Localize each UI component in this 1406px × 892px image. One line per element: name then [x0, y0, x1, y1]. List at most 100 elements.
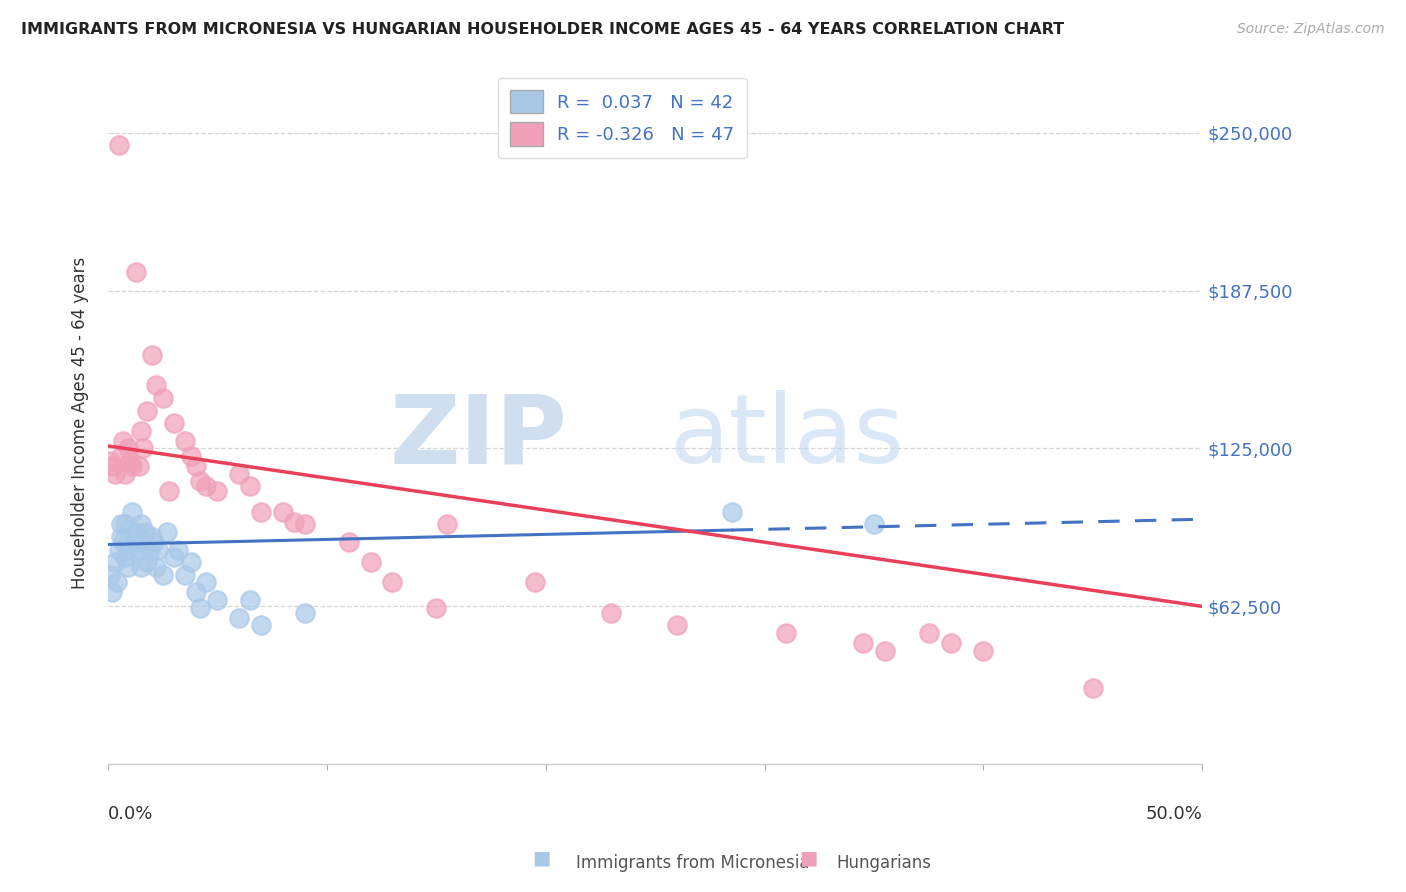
- Point: [136, 403, 159, 417]
- Point: [114, 467, 136, 481]
- Point: [523, 575, 546, 590]
- Point: [939, 636, 962, 650]
- Point: [136, 555, 159, 569]
- Point: [112, 535, 135, 549]
- Point: [360, 555, 382, 569]
- Text: 50.0%: 50.0%: [1146, 805, 1202, 823]
- Point: [250, 505, 273, 519]
- Text: Immigrants from Micronesia: Immigrants from Micronesia: [576, 855, 810, 872]
- Point: [112, 434, 135, 448]
- Point: [121, 505, 143, 519]
- Point: [207, 593, 229, 607]
- Point: [228, 467, 250, 481]
- Point: [152, 391, 174, 405]
- Point: [103, 555, 125, 569]
- Point: [600, 606, 623, 620]
- Point: [132, 535, 155, 549]
- Legend: R =  0.037   N = 42, R = -0.326   N = 47: R = 0.037 N = 42, R = -0.326 N = 47: [498, 78, 747, 158]
- Point: [167, 542, 190, 557]
- Point: [117, 560, 139, 574]
- Point: [863, 517, 886, 532]
- Point: [283, 515, 305, 529]
- Point: [145, 378, 167, 392]
- Point: [436, 517, 458, 532]
- Point: [239, 593, 262, 607]
- Point: [103, 467, 125, 481]
- Point: [180, 555, 202, 569]
- Text: atlas: atlas: [669, 391, 904, 483]
- Text: ZIP: ZIP: [389, 391, 568, 483]
- Point: [132, 442, 155, 456]
- Point: [142, 535, 165, 549]
- Point: [141, 530, 163, 544]
- Point: [128, 542, 150, 557]
- Text: 0.0%: 0.0%: [108, 805, 153, 823]
- Point: [184, 459, 207, 474]
- Point: [852, 636, 875, 650]
- Point: [180, 449, 202, 463]
- Point: [101, 585, 124, 599]
- Point: [720, 505, 742, 519]
- Point: [128, 459, 150, 474]
- Point: [134, 524, 156, 539]
- Point: [163, 416, 186, 430]
- Point: [114, 517, 136, 532]
- Point: [239, 479, 262, 493]
- Text: ■: ■: [531, 849, 551, 868]
- Text: ■: ■: [799, 849, 818, 868]
- Point: [129, 560, 152, 574]
- Point: [156, 524, 179, 539]
- Point: [101, 459, 124, 474]
- Point: [425, 600, 447, 615]
- Point: [110, 530, 132, 544]
- Point: [157, 484, 180, 499]
- Point: [163, 550, 186, 565]
- Point: [195, 479, 218, 493]
- Point: [207, 484, 229, 499]
- Point: [972, 643, 994, 657]
- Point: [188, 475, 211, 489]
- Point: [98, 567, 121, 582]
- Point: [381, 575, 404, 590]
- Point: [108, 138, 131, 153]
- Point: [118, 542, 141, 557]
- Point: [118, 454, 141, 468]
- Point: [121, 459, 143, 474]
- Point: [271, 505, 294, 519]
- Point: [173, 434, 195, 448]
- Point: [141, 348, 163, 362]
- Point: [114, 550, 136, 565]
- Point: [228, 611, 250, 625]
- Point: [250, 618, 273, 632]
- Point: [294, 606, 316, 620]
- Point: [129, 517, 152, 532]
- Point: [129, 424, 152, 438]
- Point: [138, 542, 160, 557]
- Point: [110, 449, 132, 463]
- Point: [337, 535, 360, 549]
- Point: [775, 626, 797, 640]
- Point: [152, 567, 174, 582]
- Text: Source: ZipAtlas.com: Source: ZipAtlas.com: [1237, 22, 1385, 37]
- Point: [873, 643, 896, 657]
- Point: [188, 600, 211, 615]
- Text: IMMIGRANTS FROM MICRONESIA VS HUNGARIAN HOUSEHOLDER INCOME AGES 45 - 64 YEARS CO: IMMIGRANTS FROM MICRONESIA VS HUNGARIAN …: [21, 22, 1064, 37]
- Point: [148, 542, 170, 557]
- Text: Hungarians: Hungarians: [837, 855, 932, 872]
- Point: [125, 265, 148, 279]
- Point: [98, 454, 121, 468]
- Point: [105, 575, 128, 590]
- Point: [122, 535, 145, 549]
- Point: [110, 517, 132, 532]
- Point: [184, 585, 207, 599]
- Point: [173, 567, 195, 582]
- Point: [195, 575, 218, 590]
- Point: [125, 524, 148, 539]
- Y-axis label: Householder Income Ages 45 - 64 years: Householder Income Ages 45 - 64 years: [72, 257, 89, 590]
- Point: [1081, 681, 1104, 696]
- Point: [294, 517, 316, 532]
- Point: [917, 626, 939, 640]
- Point: [145, 560, 167, 574]
- Point: [117, 442, 139, 456]
- Point: [108, 542, 131, 557]
